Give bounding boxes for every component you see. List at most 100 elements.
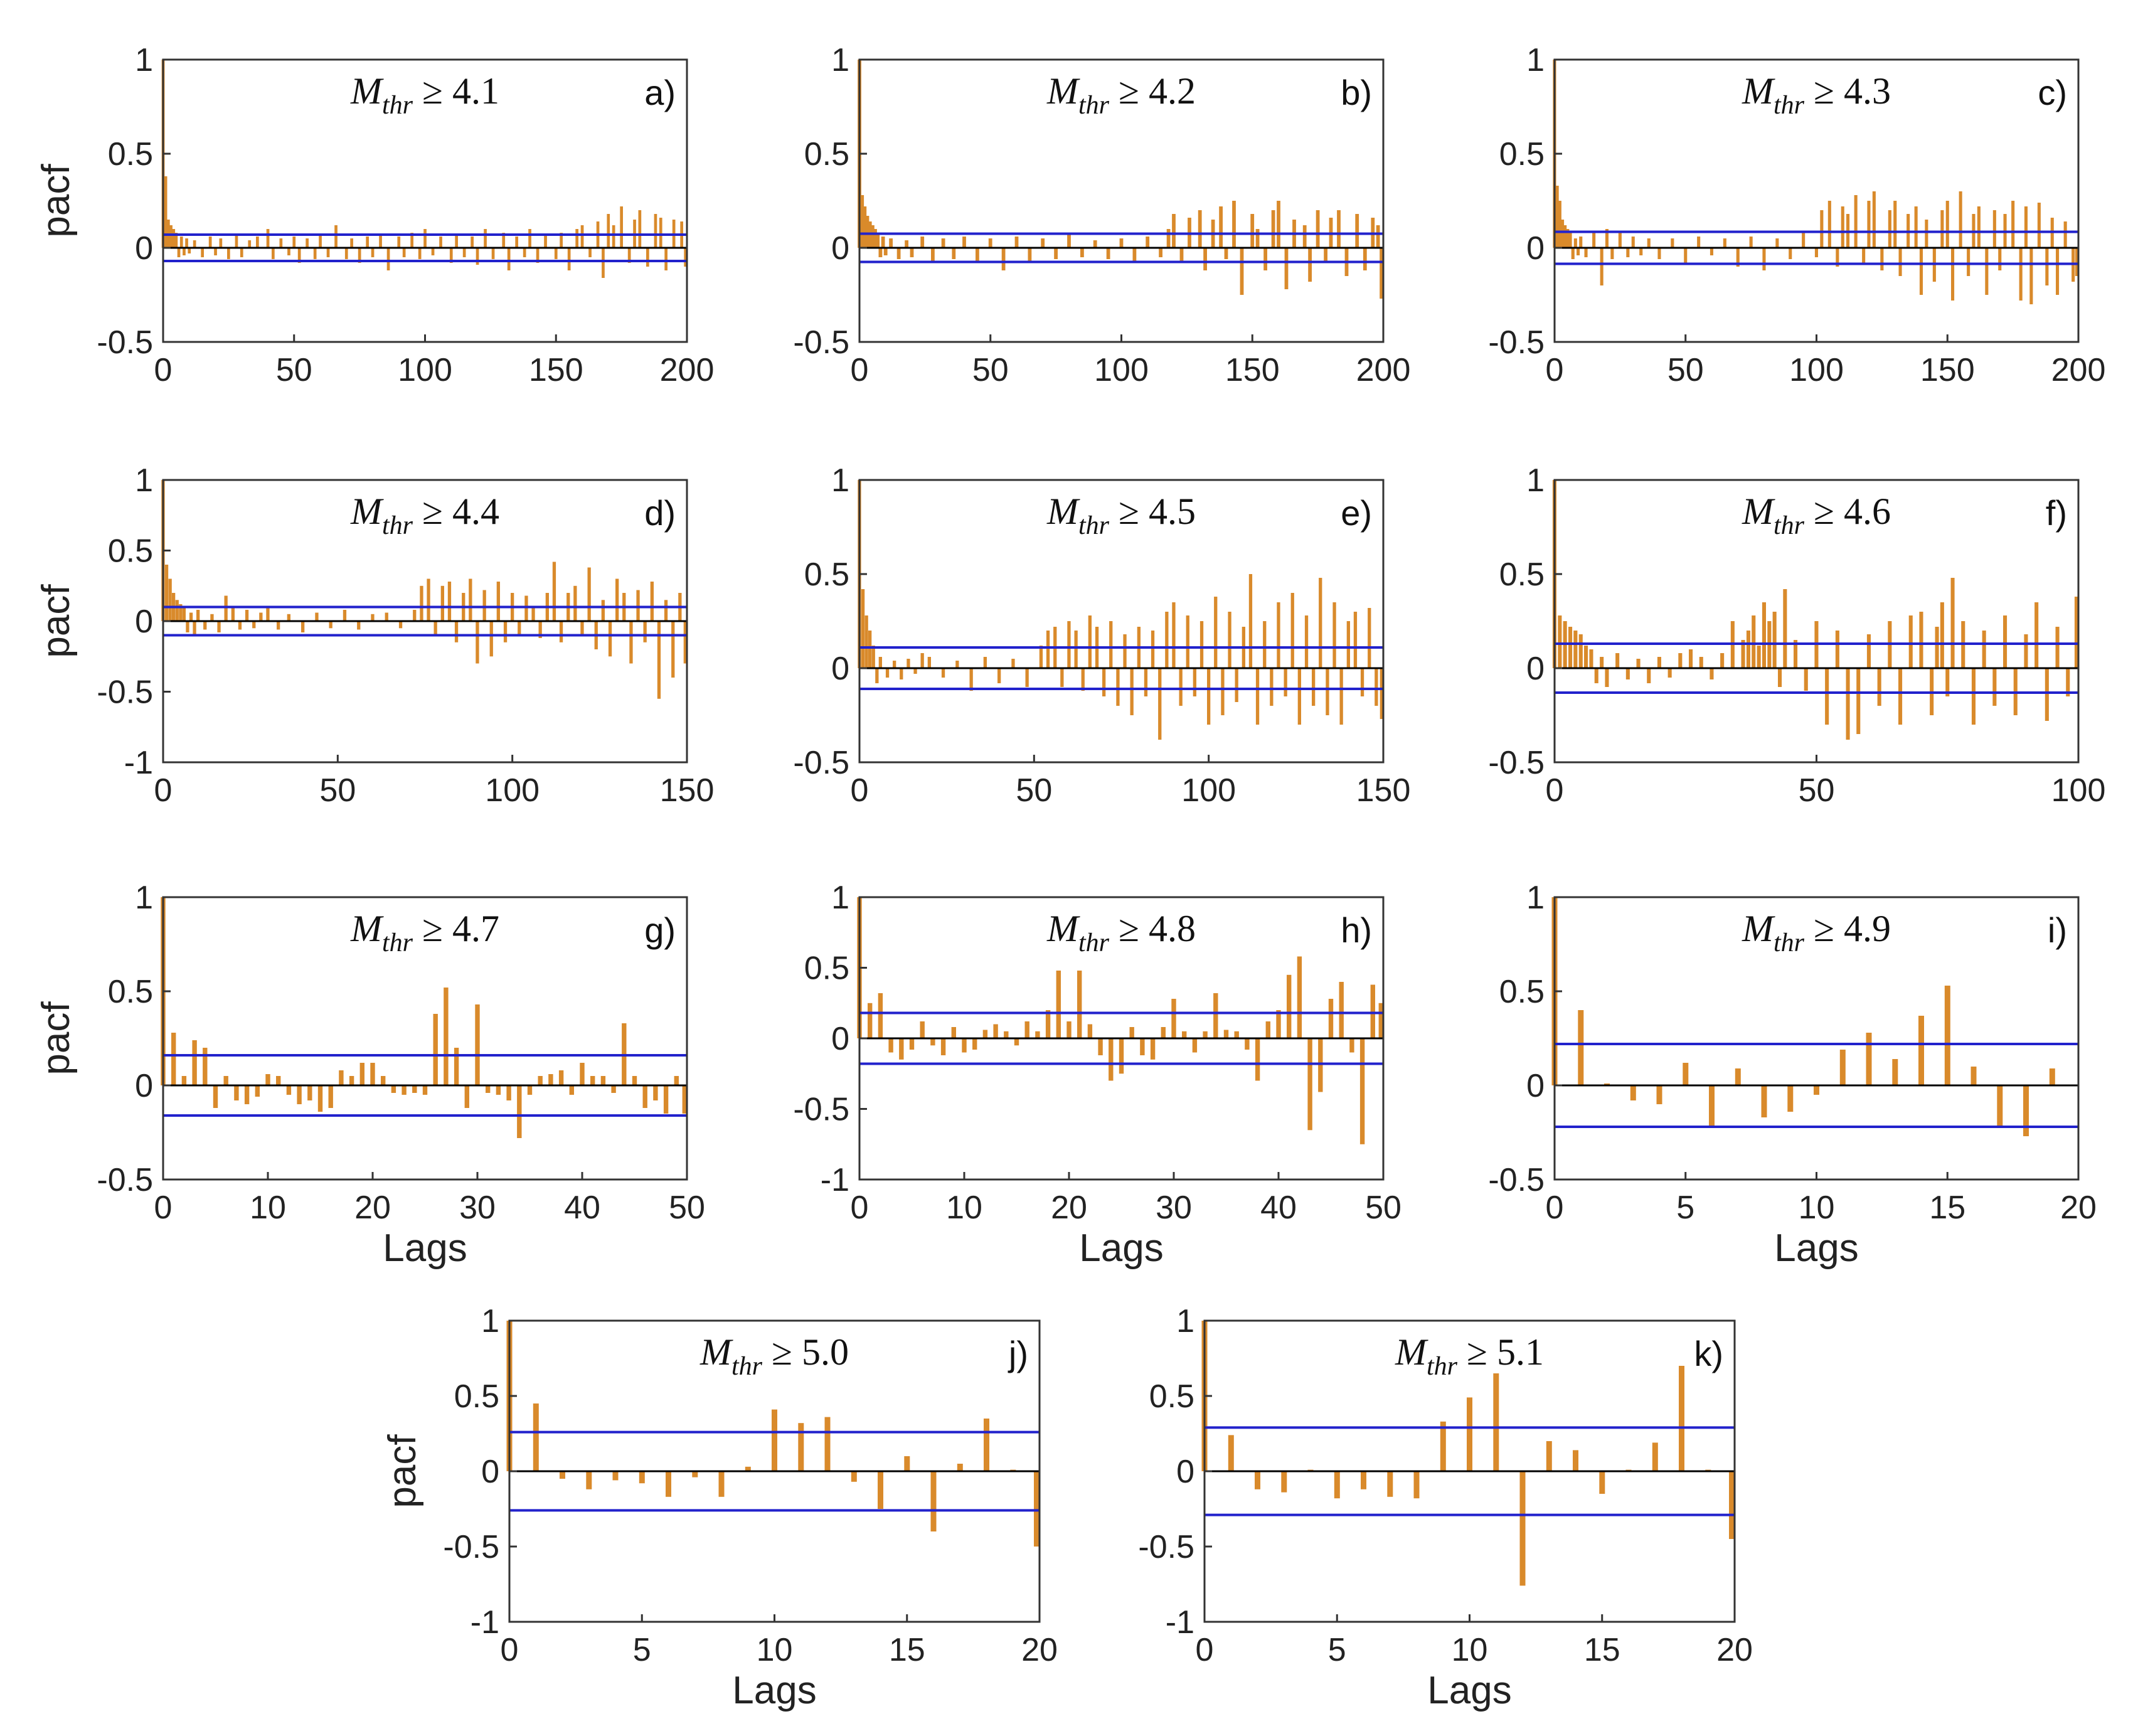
y-tick-label: 0 <box>1526 651 1545 687</box>
pacf-bar <box>1284 668 1287 696</box>
y-tick-label: 1 <box>1526 880 1545 916</box>
pacf-bar <box>1346 621 1350 668</box>
y-axis-label: pacf <box>381 1434 424 1508</box>
x-tick-label: 5 <box>633 1632 651 1668</box>
pacf-bar <box>174 233 178 248</box>
y-tick-label: 0.5 <box>454 1378 499 1415</box>
y-tick-label: 0.5 <box>804 136 849 173</box>
pacf-bar <box>612 225 615 248</box>
pacf-bar <box>454 621 459 642</box>
pacf-bar <box>1166 229 1171 248</box>
pacf-bar <box>1775 238 1779 248</box>
pacf-bar <box>988 238 992 248</box>
pacf-bar <box>234 1085 239 1100</box>
panel-j: 0 5 10 15 20 1 0.5 0 -0.5 -1 Mthr ≥ 5.0 j) pacf Lags <box>381 1303 1058 1712</box>
pacf-bar <box>1034 1471 1040 1547</box>
plot-frame <box>858 479 1385 764</box>
pacf-bar <box>1600 248 1604 285</box>
x-tick-label: 20 <box>354 1190 391 1226</box>
pacf-bar <box>1667 668 1672 678</box>
pacf-bar <box>1880 248 1884 270</box>
pacf-bar <box>1087 1024 1093 1038</box>
pacf-bar <box>1316 210 1320 248</box>
pacf-bar <box>608 621 612 657</box>
pacf-bar <box>449 248 453 263</box>
pacf-bar <box>620 206 623 248</box>
pacf-bar <box>878 1471 883 1509</box>
pacf-bar <box>611 1085 616 1093</box>
panel-title: Mthr ≥ 4.2 <box>1046 70 1196 120</box>
pacf-bar <box>1802 233 1806 248</box>
pacf-bar <box>1600 657 1604 668</box>
pacf-bar <box>659 218 662 248</box>
pacf-bar <box>1729 1471 1735 1539</box>
pacf-bar <box>1639 248 1643 255</box>
pacf-bar <box>1592 233 1596 248</box>
x-tick-label: 20 <box>1716 1632 1753 1668</box>
pacf-bar <box>433 1014 438 1085</box>
x-tick-label: 10 <box>250 1190 286 1226</box>
panel-letter: h) <box>1341 910 1372 950</box>
pacf-bar <box>2045 668 2049 721</box>
pacf-bar <box>910 248 914 257</box>
pacf-bar <box>1558 201 1561 248</box>
pacf-bar <box>265 1074 270 1085</box>
pacf-bar <box>231 607 235 621</box>
pacf-bar <box>1836 248 1839 267</box>
pacf-bar <box>306 238 309 248</box>
pacf-bar <box>638 210 642 248</box>
x-tick-label: 15 <box>1929 1190 1965 1226</box>
pacf-bar <box>2029 248 2033 304</box>
x-tick-label: 150 <box>660 772 715 809</box>
pacf-bar <box>175 600 179 622</box>
pacf-bar <box>1945 201 1949 248</box>
pacf-bar <box>876 233 880 248</box>
pacf-bar <box>1199 621 1204 668</box>
pacf-bar <box>1324 248 1327 263</box>
panel-d: 0 50 100 150 1 0.5 0 -0.5 -1 Mthr ≥ 4.4 d) pacf <box>35 462 714 809</box>
pacf-bar <box>266 229 270 248</box>
pacf-bar <box>1578 1010 1584 1085</box>
pacf-bar <box>878 248 883 257</box>
pacf-bar <box>860 195 864 248</box>
pacf-bar <box>1605 229 1609 248</box>
pacf-bar <box>523 248 526 257</box>
pacf-bar <box>1919 248 1923 295</box>
pacf-bar <box>203 1048 208 1085</box>
pacf-bar <box>983 657 987 668</box>
pacf-bar <box>1192 1038 1198 1053</box>
pacf-bar <box>496 1085 501 1095</box>
pacf-bar <box>1992 668 1997 706</box>
pacf-bar <box>1571 248 1575 259</box>
pacf-bar <box>1235 668 1238 702</box>
pacf-bar <box>1270 668 1274 706</box>
pacf-bar <box>600 1076 606 1085</box>
pacf-bar <box>1944 986 1950 1085</box>
pacf-bar <box>1573 631 1578 668</box>
panel-title: Mthr ≥ 4.9 <box>1742 908 1891 957</box>
pacf-bar <box>1277 201 1280 248</box>
pacf-bar <box>1908 615 1913 668</box>
pacf-bar <box>1255 1471 1260 1489</box>
pacf-bar <box>1856 668 1861 734</box>
pacf-bar <box>1179 248 1184 263</box>
pacf-bar <box>868 631 872 668</box>
pacf-bar <box>1493 1373 1499 1471</box>
pacf-bar <box>1877 668 1881 706</box>
pacf-bar <box>1159 248 1162 257</box>
pacf-bar <box>881 237 885 248</box>
pacf-bar <box>2063 221 2067 248</box>
pacf-bar <box>1982 631 1986 668</box>
pacf-bar <box>951 1027 956 1038</box>
pacf-bar <box>1558 615 1562 668</box>
pacf-bar <box>181 1076 187 1085</box>
panel-letter: c) <box>2038 73 2067 112</box>
pacf-bar <box>386 248 390 270</box>
pacf-bar <box>900 668 903 679</box>
y-tick-label: 0 <box>481 1454 499 1490</box>
pacf-bar <box>984 1419 989 1471</box>
y-tick-label: 1 <box>1176 1303 1194 1339</box>
pacf-bar <box>1992 210 1996 248</box>
